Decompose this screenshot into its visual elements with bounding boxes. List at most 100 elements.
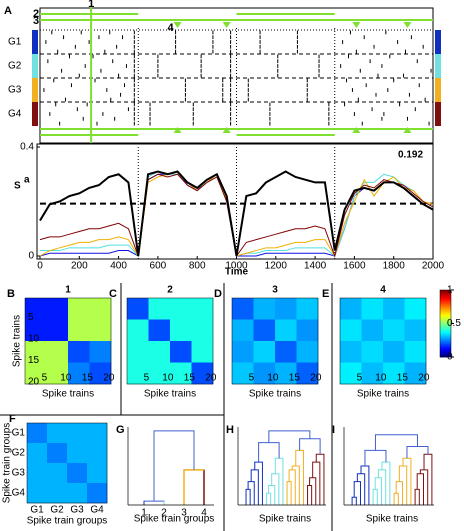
- marker-label: 3: [33, 15, 39, 27]
- colorbar-step: [440, 303, 451, 306]
- heatmap-cell: [47, 423, 68, 444]
- colorbar-step: [440, 313, 451, 316]
- heatmap-cell: [253, 362, 276, 385]
- colorbar-step: [440, 331, 451, 334]
- colorbar-step: [440, 348, 451, 351]
- dendrogram-link: [353, 481, 361, 505]
- heatmap-cell: [275, 298, 297, 320]
- x-tick-label: G1: [30, 505, 44, 516]
- triangle: [222, 22, 231, 28]
- heatmap-cell: [383, 341, 405, 363]
- dendrogram-link: [291, 465, 300, 505]
- heatmap-cell: [25, 341, 47, 363]
- heatmap-cell: [127, 319, 149, 342]
- heatmap-cell: [25, 319, 47, 342]
- heatmap-cell: [46, 319, 69, 342]
- y-tick-label: 0: [28, 251, 34, 262]
- y-axis-label: Spike trains: [12, 315, 23, 367]
- heatmap-cell: [404, 298, 427, 320]
- y-tick-label: G1: [12, 428, 26, 439]
- colorbar-step: [440, 326, 451, 329]
- dendrogram-link: [153, 430, 195, 502]
- dendrogram-link: [377, 469, 387, 505]
- x-tick-label: 1200: [265, 261, 288, 272]
- heatmap-cell: [25, 362, 47, 385]
- heatmap-cell: [253, 341, 276, 363]
- colorbar-step: [440, 355, 451, 358]
- heatmap-frame: [231, 297, 319, 385]
- x-axis-label: Spike trains: [144, 389, 196, 400]
- colorbar-step: [440, 345, 451, 348]
- y-tick-label: 0.4: [20, 142, 34, 153]
- heatmap-cell: [404, 319, 427, 342]
- x-tick-label: 20: [418, 373, 430, 384]
- panel-label: G: [116, 424, 125, 436]
- heatmap-cell: [361, 341, 384, 363]
- heatmap-cell: [232, 298, 254, 320]
- x-tick-label: 10: [267, 373, 279, 384]
- x-tick-label: 600: [150, 261, 167, 272]
- x-tick-label: 15: [289, 373, 301, 384]
- dendrogram-link: [393, 492, 399, 505]
- x-tick-label: 20: [205, 373, 217, 384]
- dendrogram-link: [266, 492, 272, 505]
- group-label: G1: [8, 37, 22, 48]
- heatmap-cell: [296, 341, 319, 363]
- x-axis-label: Spike trains: [42, 389, 94, 400]
- x-tick-label: 20: [103, 373, 115, 384]
- x-tick-label: 200: [71, 261, 88, 272]
- heatmap-cell: [68, 341, 90, 363]
- heatmap-cell: [68, 319, 90, 342]
- colorbar-step: [440, 290, 451, 293]
- heatmap-cell: [253, 298, 276, 320]
- heatmap-cell: [170, 298, 192, 320]
- triangle: [173, 127, 182, 133]
- heatmap-cell: [68, 298, 90, 320]
- heatmap-frame: [126, 297, 214, 385]
- heatmap-cell: [232, 362, 254, 385]
- heatmap-cell: [46, 298, 69, 320]
- heatmap-cell: [361, 298, 384, 320]
- triangle: [352, 127, 361, 133]
- group-bar: [32, 54, 38, 78]
- heatmap-cell: [127, 362, 149, 385]
- heatmap-cell: [127, 298, 149, 320]
- y-axis-label-sup: a: [24, 175, 30, 186]
- heatmap-cell: [89, 362, 112, 385]
- colorbar-step: [440, 325, 451, 328]
- colorbar-step: [440, 311, 451, 314]
- x-tick-label: 0: [37, 261, 43, 272]
- x-tick-label: 5: [249, 373, 255, 384]
- y-tick-label: G2: [12, 448, 26, 459]
- colorbar-tick-label: 1: [447, 285, 453, 296]
- x-tick-label: 10: [375, 373, 387, 384]
- dendrogram-link: [374, 434, 418, 451]
- x-tick-label: 5: [357, 373, 363, 384]
- marker-label: 4: [168, 22, 175, 34]
- panel-title: 1: [65, 285, 71, 296]
- panel-title: 3: [272, 285, 278, 296]
- x-axis-label: Spike trains: [357, 389, 409, 400]
- x-tick-label: 20: [310, 373, 322, 384]
- x-tick-label: 1000: [225, 261, 248, 272]
- y-tick-label: G3: [12, 468, 26, 479]
- x-tick-label: 10: [162, 373, 174, 384]
- colorbar-step: [440, 300, 451, 303]
- heatmap-cell: [89, 341, 112, 363]
- dendrogram-link: [250, 469, 259, 505]
- heatmap-cell: [89, 319, 112, 342]
- colorbar-step: [440, 298, 451, 301]
- heatmap-cell: [383, 319, 405, 342]
- x-axis-label: Spike trains: [259, 514, 311, 525]
- group-bar: [435, 78, 441, 102]
- dendrogram-link: [286, 481, 292, 505]
- colorbar-step: [440, 341, 451, 344]
- heatmap-cell: [170, 341, 192, 363]
- x-tick-label: 15: [397, 373, 409, 384]
- dendrogram-link: [406, 446, 429, 459]
- group-bar: [435, 30, 441, 54]
- heatmap-cell: [46, 341, 69, 363]
- dendrogram-link: [414, 488, 420, 505]
- dendrogram-link: [309, 477, 317, 505]
- dendrogram-link: [419, 469, 429, 505]
